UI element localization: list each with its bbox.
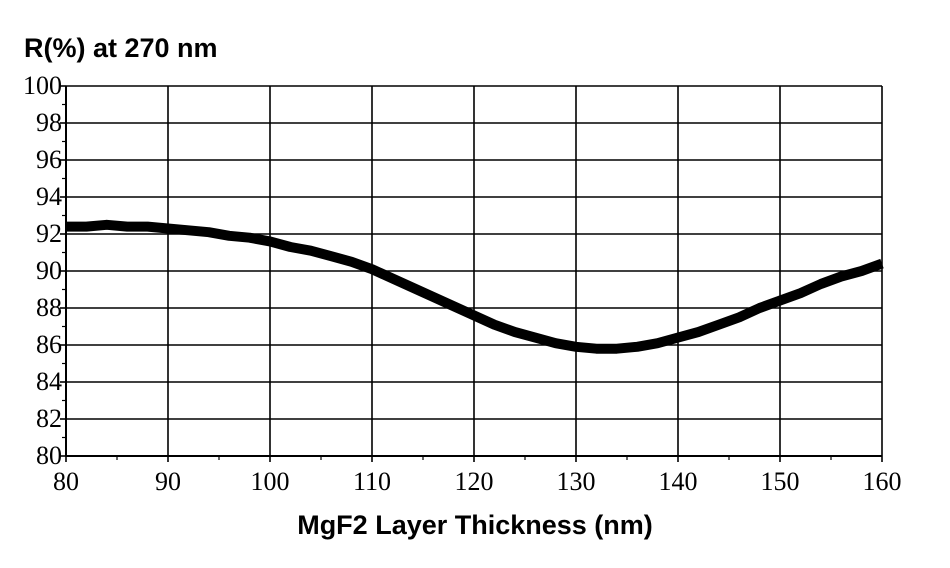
data-point [269,240,271,242]
y-tick-label: 98 [36,108,62,137]
x-tick-label: 100 [251,467,290,496]
x-tick-label: 140 [659,467,698,496]
data-point [840,276,842,278]
y-tick-label: 80 [36,441,62,470]
data-point [126,226,128,228]
data-point [861,270,863,272]
data-point [616,348,618,350]
x-tick-label: 90 [155,467,181,496]
data-point [514,331,516,333]
x-axis-label: MgF2 Layer Thickness (nm) [297,510,653,540]
data-point [65,226,67,228]
data-point [738,316,740,318]
x-tick-label: 130 [557,467,596,496]
x-tick-label: 80 [53,467,79,496]
y-tick-label: 94 [36,182,62,211]
data-point [391,277,393,279]
x-tick-label: 120 [455,467,494,496]
data-point [636,346,638,348]
data-point [534,337,536,339]
data-point [881,263,883,265]
data-point [310,250,312,252]
data-point [718,324,720,326]
data-point [595,348,597,350]
data-point [208,231,210,233]
y-tick-label: 100 [23,71,62,100]
data-point [555,342,557,344]
series-group [65,219,884,354]
data-point [432,296,434,298]
x-tick-label: 110 [353,467,391,496]
grid [66,85,883,456]
y-tick-label: 86 [36,330,62,359]
data-point [371,268,373,270]
x-tick-labels: 80 90 100 110 120 130 140 150 160 [53,467,902,496]
data-point [493,324,495,326]
data-point [85,226,87,228]
data-point [657,342,659,344]
data-point [473,314,475,316]
data-point [147,226,149,228]
axes [60,85,883,462]
data-point [412,287,414,289]
data-point [575,346,577,348]
data-point [289,246,291,248]
y-tick-label: 82 [36,404,62,433]
data-point [228,235,230,237]
data-point [106,224,108,226]
data-point [167,227,169,229]
data-point [820,283,822,285]
x-tick-label: 160 [863,467,902,496]
data-point [249,237,251,239]
y-tick-label: 84 [36,367,62,396]
data-point [759,307,761,309]
x-tick-label: 150 [761,467,800,496]
data-point [799,292,801,294]
data-point [330,255,332,257]
y-tick-labels: 80 82 84 86 88 90 92 94 96 98 100 [23,71,62,470]
data-point [187,229,189,231]
y-tick-label: 88 [36,293,62,322]
y-tick-label: 92 [36,219,62,248]
y-tick-label: 90 [36,256,62,285]
y-tick-label: 96 [36,145,62,174]
data-point [697,331,699,333]
data-point [677,337,679,339]
data-point [779,300,781,302]
chart-title: R(%) at 270 nm [24,33,218,63]
data-point [351,261,353,263]
data-point [453,305,455,307]
